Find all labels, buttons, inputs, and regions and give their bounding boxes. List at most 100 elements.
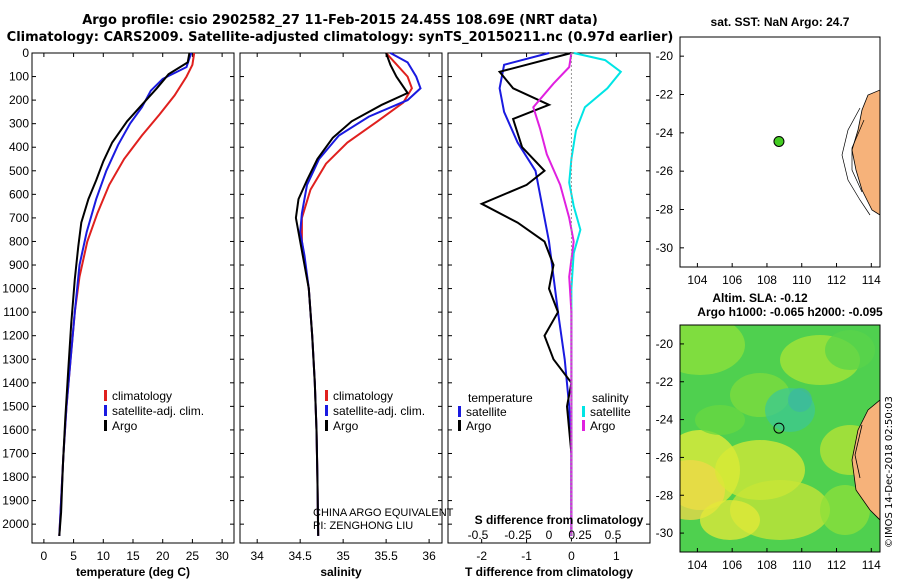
imos-credit: ©IMOS 14-Dec-2018 02:50:03 <box>884 396 895 548</box>
temperature-xtick-label: 30 <box>215 549 229 563</box>
sst-map-title: sat. SST: NaN Argo: 24.7 <box>711 15 850 29</box>
difference-xtick-label: -2 <box>476 549 487 563</box>
difference-legend-label: satellite <box>466 405 507 419</box>
difference-legend-swatch <box>458 406 461 417</box>
salinity-xtick-label: 34 <box>251 549 265 563</box>
difference-x2tick-label: -0.5 <box>468 528 489 542</box>
sla-sla-patch <box>788 388 812 412</box>
sla-xtick-label: 108 <box>757 558 777 572</box>
depth-tick-label: 200 <box>9 93 29 107</box>
depth-tick-label: 1600 <box>2 423 29 437</box>
difference-legend-label: Argo <box>590 419 616 433</box>
difference-x2tick-label: 0 <box>546 528 553 542</box>
sla-map-group <box>679 324 881 553</box>
sla-map-title2: Argo h1000: -0.065 h2000: -0.095 <box>697 305 883 319</box>
temperature-xtick-label: 10 <box>97 549 111 563</box>
sla-xtick-label: 110 <box>792 558 811 572</box>
sla-sla-patch <box>825 330 875 370</box>
temperature-legend-swatch <box>104 390 107 401</box>
difference-legend-swatch <box>582 406 585 417</box>
temperature-xlabel: temperature (deg C) <box>76 565 190 579</box>
salinity-xtick-label: 35.5 <box>374 549 398 563</box>
sla-map-frame <box>679 324 881 553</box>
sst-ytick-label: -20 <box>656 49 674 63</box>
temperature-legend-label: climatology <box>112 389 172 403</box>
difference-series-salinity-argo <box>532 52 575 536</box>
difference-legend-label: Argo <box>466 419 492 433</box>
difference-xtick-label: 1 <box>613 549 620 563</box>
sla-ytick-label: -22 <box>656 375 674 389</box>
sla-ytick-label: -28 <box>656 488 674 502</box>
depth-tick-label: 100 <box>9 70 29 84</box>
sla-ytick-label: -24 <box>656 413 674 427</box>
difference-plot-frame <box>447 52 651 544</box>
sla-map-content <box>680 325 880 552</box>
sla-sla-patch <box>700 500 760 540</box>
difference-xtick-label: -1 <box>521 549 532 563</box>
salinity-series-argo <box>294 52 410 536</box>
sst-ytick-label: -22 <box>656 88 674 102</box>
sla-land <box>851 399 880 521</box>
salinity-legend-swatch <box>325 390 328 401</box>
depth-tick-label: 900 <box>9 258 29 272</box>
sla-xtick-label: 106 <box>722 558 742 572</box>
salinity-legend-swatch <box>325 405 328 416</box>
difference-series-temperature-argo <box>479 52 573 536</box>
sla-ytick-label: -30 <box>656 526 674 540</box>
difference-legend-swatch <box>458 420 461 431</box>
sla-sla-patch <box>695 405 745 435</box>
sla-ytick-label: -26 <box>656 450 674 464</box>
salinity-xtick-label: 35 <box>336 549 350 563</box>
sst-ytick-label: -24 <box>656 126 674 140</box>
difference-x2tick-label: 0.5 <box>605 528 622 542</box>
depth-tick-label: 2000 <box>2 517 29 531</box>
sst-xtick-label: 114 <box>862 273 881 287</box>
depth-tick-label: 700 <box>9 211 29 225</box>
depth-tick-label: 1300 <box>2 352 29 366</box>
temperature-legend-swatch <box>104 420 107 431</box>
sla-sla-patch <box>680 325 745 375</box>
sla-float-marker <box>773 422 785 434</box>
difference-xlabel: T difference from climatology <box>465 565 633 579</box>
sla-ytick-label: -20 <box>656 337 674 351</box>
sla-xtick-label: 114 <box>862 558 881 572</box>
depth-tick-label: 1100 <box>3 305 29 319</box>
plot-title-line2: Climatology: CARS2009. Satellite-adjuste… <box>6 30 674 45</box>
salinity-xlabel: salinity <box>320 565 362 579</box>
depth-tick-label: 1900 <box>2 494 29 508</box>
depth-tick-label: 400 <box>9 140 29 154</box>
temperature-xtick-label: 5 <box>70 549 77 563</box>
temperature-legend-swatch <box>104 405 107 416</box>
sst-ytick-label: -30 <box>656 241 674 255</box>
temperature-xtick-label: 25 <box>186 549 200 563</box>
sst-bathymetry-contour <box>841 107 871 216</box>
depth-tick-label: 800 <box>9 234 29 248</box>
difference-x2tick-label: 0.25 <box>568 528 592 542</box>
sst-land <box>851 89 880 216</box>
depth-tick-label: 600 <box>9 187 29 201</box>
salinity-legend-label: climatology <box>333 389 393 403</box>
depth-tick-label: 300 <box>9 117 29 131</box>
temperature-plot-frame <box>31 52 235 544</box>
temperature-xtick-label: 20 <box>156 549 170 563</box>
sst-xtick-label: 106 <box>722 273 742 287</box>
depth-tick-label: 0 <box>22 46 29 60</box>
difference-x2label: S difference from climatology <box>475 513 644 527</box>
salinity-xtick-label: 36 <box>422 549 436 563</box>
depth-tick-label: 1200 <box>2 329 29 343</box>
salinity-plot-frame <box>239 52 443 544</box>
depth-tick-label: 1500 <box>2 399 29 413</box>
legend-title-temperature: temperature <box>468 391 533 405</box>
salinity-legend-swatch <box>325 420 328 431</box>
sla-sla-patch <box>820 485 870 535</box>
sst-bathymetry-contour <box>851 119 865 193</box>
difference-series-temperature-satellite <box>498 52 573 536</box>
salinity-legend-label: Argo <box>333 419 359 433</box>
sla-xtick-label: 104 <box>687 558 707 572</box>
temperature-legend-label: Argo <box>112 419 138 433</box>
depth-tick-label: 1400 <box>2 376 29 390</box>
plot-title-line1: Argo profile: csio 2902582_27 11-Feb-201… <box>82 13 598 28</box>
sst-map-content <box>680 37 880 267</box>
sst-ocean <box>680 37 880 267</box>
